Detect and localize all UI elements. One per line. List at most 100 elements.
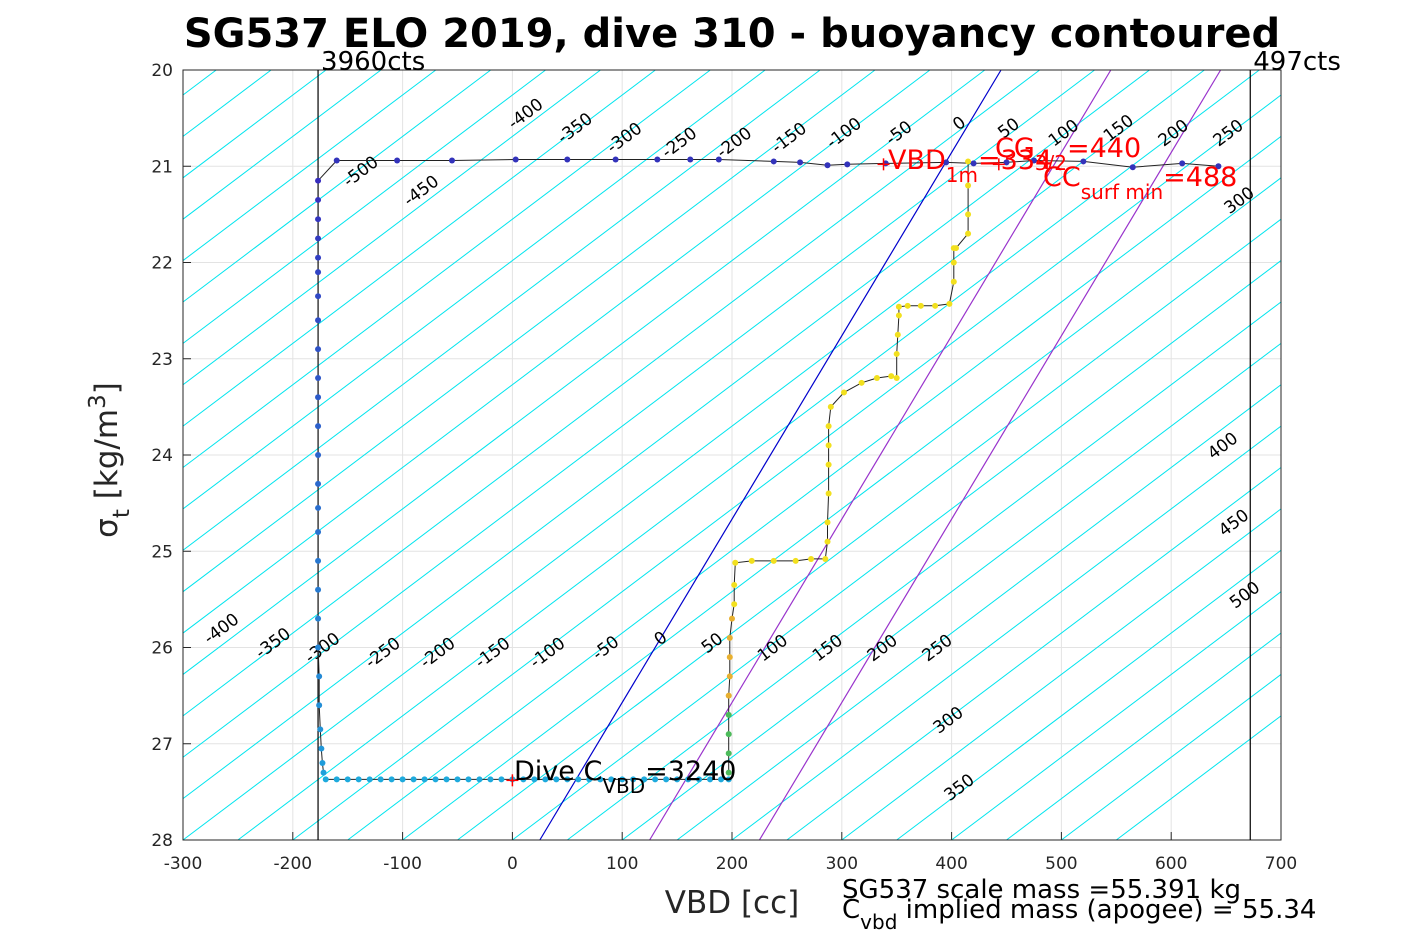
contour-label: -350 (554, 109, 597, 148)
contour-line (182, 69, 601, 386)
contour-line (676, 384, 1282, 841)
data-point (965, 230, 972, 237)
buoyancy-contours (182, 69, 1282, 841)
vbd-1m-main: VBD (888, 145, 946, 176)
series-line-dive (336, 159, 1219, 168)
contour-line (182, 69, 272, 137)
contour-line (402, 177, 1282, 841)
special-contours (539, 69, 1222, 841)
contour-line (347, 136, 1282, 841)
x-tick-label: 0 (507, 854, 518, 874)
contour-line (182, 69, 931, 634)
data-point (1080, 158, 1087, 165)
data-point (825, 423, 832, 430)
data-point (410, 776, 417, 783)
contour-label: -200 (417, 634, 460, 673)
chart-title: SG537 ELO 2019, dive 310 - buoyancy cont… (184, 11, 1280, 57)
contour-label: -250 (658, 123, 701, 162)
data-point (725, 731, 732, 738)
data-point (943, 159, 950, 166)
x-tick-label: -300 (164, 854, 203, 874)
data-point (315, 235, 322, 242)
data-point (355, 776, 362, 783)
y-tick-label: 25 (151, 542, 173, 562)
contour-label: 500 (1226, 578, 1264, 614)
data-point (687, 156, 694, 163)
y-axis-label: σt [kg/m3] (85, 382, 135, 538)
contour-label: 200 (1155, 116, 1193, 152)
contour-label: 400 (1204, 428, 1242, 464)
data-point (726, 673, 733, 680)
data-point (932, 302, 939, 309)
data-point (725, 692, 732, 699)
data-point (1129, 164, 1136, 171)
contour-line (621, 342, 1282, 841)
data-point (564, 156, 571, 163)
data-point (619, 776, 626, 783)
data-point (315, 586, 322, 593)
contour-label: -100 (526, 634, 569, 673)
x-axis-label: VBD [cc] (665, 885, 799, 921)
data-point (388, 776, 395, 783)
data-point (824, 519, 831, 526)
data-point (718, 776, 725, 783)
y-tick-label: 28 (151, 831, 173, 851)
data-point (952, 245, 959, 252)
data-point (512, 156, 519, 163)
x-tick-label: 500 (1045, 854, 1077, 874)
data-point (726, 654, 733, 661)
contour-label: -500 (340, 152, 383, 191)
contour-line (182, 69, 1150, 800)
y-tick-label: 22 (151, 254, 173, 274)
contour-line (182, 69, 217, 96)
data-point (674, 776, 681, 783)
data-point (317, 726, 324, 733)
data-point (315, 269, 322, 276)
data-point (553, 776, 560, 783)
data-point (725, 750, 732, 757)
cg-annotation: CG3/2=440 (995, 133, 1141, 175)
x-tick-label: 300 (826, 854, 858, 874)
y-tick-label: 26 (151, 639, 173, 659)
annotation-markers (506, 158, 1005, 787)
data-point (316, 702, 323, 709)
vbd-1m-annotation: VBD1m=334 (888, 145, 1052, 187)
data-point (888, 373, 895, 380)
y-label-sub: t (109, 509, 135, 518)
data-point (333, 776, 340, 783)
data-point (725, 711, 732, 718)
data-point (344, 776, 351, 783)
data-point (575, 776, 582, 783)
contour-label: 350 (941, 770, 979, 806)
data-point (950, 259, 957, 266)
x-tick-label: 600 (1155, 854, 1187, 874)
cg-tail: =440 (1067, 133, 1141, 164)
data-point (844, 161, 851, 168)
data-point (394, 157, 401, 164)
series-connector (317, 160, 338, 182)
x-axis-ticks: -300 -200 -100 0 100 200 300 400 500 600 700 (164, 832, 1297, 874)
contour-line (731, 425, 1282, 841)
x-tick-label: -100 (383, 854, 422, 874)
footer-c: C (842, 895, 860, 925)
data-point (893, 375, 900, 381)
contour-line (182, 69, 766, 510)
contour-line (786, 467, 1282, 841)
contour-line (182, 69, 491, 303)
counts-left-label: 3960cts (321, 47, 425, 77)
data-point (315, 254, 322, 261)
data-point (731, 601, 738, 608)
contour-label: -150 (768, 119, 811, 158)
data-point (487, 776, 494, 783)
data-point (498, 776, 505, 783)
contour-label: -300 (603, 119, 646, 158)
data-point (315, 196, 322, 203)
data-point (333, 157, 340, 164)
contour-label: 100 (754, 631, 792, 667)
x-tick-label: 100 (606, 854, 638, 874)
contour-line (841, 508, 1282, 841)
y-tick-label: 20 (151, 61, 173, 81)
data-point (432, 776, 439, 783)
data-point (965, 211, 972, 218)
contour-line (182, 69, 711, 468)
